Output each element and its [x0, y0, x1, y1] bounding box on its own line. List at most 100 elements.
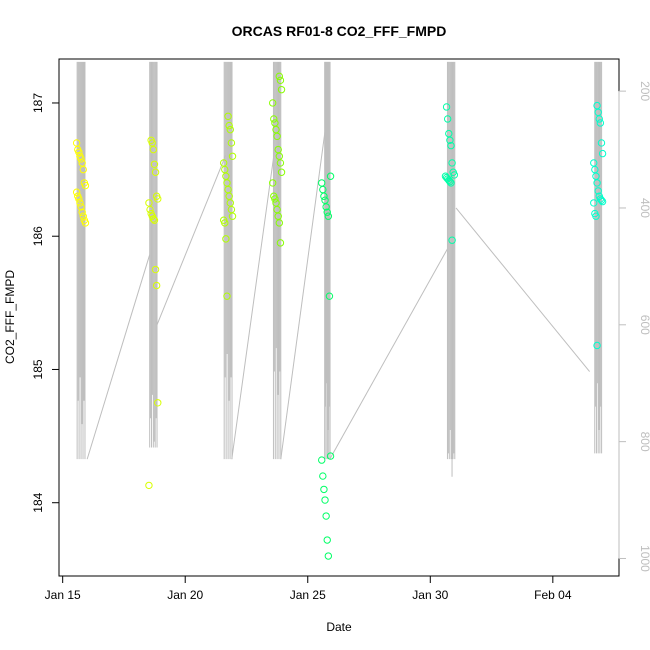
data-point — [275, 219, 284, 227]
data-point — [223, 292, 231, 300]
data-point — [450, 171, 459, 179]
x-axis-label: Date — [326, 620, 352, 634]
data-point — [447, 141, 455, 150]
data-point — [76, 199, 84, 207]
data-point — [154, 399, 162, 407]
data-point — [79, 212, 87, 220]
trace-ramp — [231, 149, 276, 460]
y-tick-label: 185 — [31, 359, 45, 379]
data-point — [79, 165, 87, 174]
data-point — [145, 481, 153, 490]
data-point — [221, 219, 229, 227]
y-tick-label: 184 — [31, 492, 45, 512]
data-point — [271, 195, 279, 203]
data-point — [154, 195, 162, 203]
data-point — [78, 208, 86, 216]
data-point — [590, 199, 598, 207]
data-point — [325, 292, 334, 300]
data-point — [269, 179, 277, 187]
trace-ramp — [156, 155, 227, 325]
x-tick-label: Jan 30 — [412, 588, 448, 602]
data-point — [228, 212, 237, 220]
right-axis: 200 400 600 800 1000 — [618, 81, 650, 572]
x-axis: Jan 15 Jan 20 Jan 25 Jan 30 Feb 04 — [45, 575, 572, 602]
right-tick-label: 600 — [638, 315, 650, 335]
trace-ramp — [280, 131, 326, 460]
trace-ramp — [455, 207, 590, 372]
data-point — [151, 265, 160, 274]
data-point — [75, 195, 83, 203]
data-points — [72, 72, 607, 560]
y-axis-label: CO2_FFF_FMPD — [3, 270, 17, 364]
data-point — [75, 148, 83, 156]
right-tick-label: 400 — [638, 198, 650, 218]
data-point — [275, 72, 284, 81]
data-point — [446, 136, 454, 144]
data-point — [151, 168, 160, 176]
data-point — [448, 236, 456, 244]
data-point — [597, 196, 606, 204]
data-point — [326, 172, 335, 180]
data-point — [319, 472, 327, 480]
data-point — [326, 452, 335, 460]
data-point — [77, 155, 85, 163]
data-point — [150, 160, 159, 168]
data-point — [443, 115, 452, 123]
data-point — [81, 219, 90, 227]
y-axis: 184 185 186 187 — [31, 93, 60, 513]
data-point — [324, 552, 333, 560]
data-point — [598, 197, 607, 206]
data-point — [224, 112, 232, 120]
data-point — [442, 103, 451, 111]
right-tick-label: 800 — [638, 432, 650, 452]
trace-ramp — [86, 254, 151, 460]
data-point — [318, 456, 326, 464]
data-point — [446, 177, 454, 186]
data-point — [447, 179, 455, 187]
data-point — [72, 188, 81, 196]
data-point — [225, 121, 233, 130]
data-point — [227, 139, 236, 147]
data-point — [322, 512, 330, 520]
data-point — [597, 139, 606, 147]
data-point — [222, 235, 230, 243]
data-point — [323, 536, 331, 544]
data-point — [270, 115, 278, 123]
data-point — [594, 187, 602, 195]
data-point — [598, 149, 607, 158]
right-tick-label: 1000 — [638, 545, 650, 572]
data-point — [226, 125, 235, 134]
data-point — [596, 119, 605, 127]
data-point — [152, 281, 161, 290]
data-point — [277, 85, 286, 94]
data-point — [149, 145, 158, 154]
data-point — [149, 215, 158, 223]
data-point — [273, 132, 281, 140]
data-point — [150, 216, 159, 224]
x-tick-label: Jan 20 — [167, 588, 203, 602]
trace-ramp — [329, 248, 448, 460]
data-point — [323, 208, 331, 216]
x-tick-label: Feb 04 — [534, 588, 572, 602]
y-tick-label: 186 — [31, 226, 45, 246]
data-point — [448, 159, 456, 167]
data-point — [321, 496, 329, 504]
data-point — [593, 341, 601, 350]
data-point — [593, 179, 601, 187]
data-point — [276, 76, 285, 85]
chart-title: ORCAS RF01-8 CO2_FFF_FMPD — [232, 23, 447, 39]
right-tick-label: 200 — [638, 81, 650, 101]
data-point — [592, 212, 600, 220]
data-point — [276, 159, 285, 167]
data-point — [320, 192, 328, 200]
data-point — [77, 203, 85, 211]
data-point — [146, 205, 154, 214]
x-tick-label: Jan 25 — [290, 588, 326, 602]
data-point — [318, 179, 326, 187]
data-point — [228, 152, 237, 160]
data-point — [324, 212, 333, 220]
data-point — [277, 168, 286, 176]
data-point — [320, 485, 328, 494]
altitude-trace — [76, 61, 603, 477]
